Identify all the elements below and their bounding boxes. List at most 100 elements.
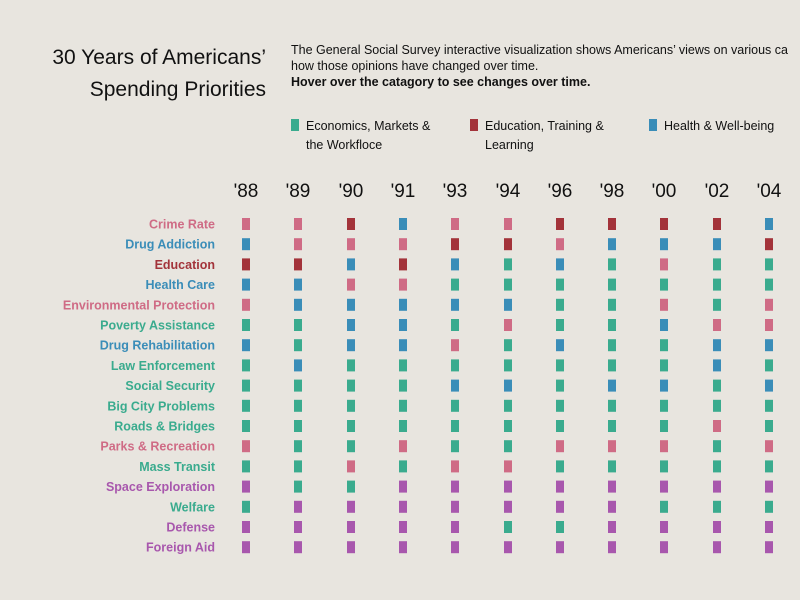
category-label[interactable]: Welfare	[170, 500, 215, 514]
grid-cell[interactable]	[242, 258, 250, 271]
grid-cell[interactable]	[660, 319, 668, 331]
category-label[interactable]: Social Security	[125, 379, 215, 393]
grid-cell[interactable]	[242, 460, 250, 473]
grid-cell[interactable]	[660, 278, 668, 291]
grid-cell[interactable]	[294, 379, 302, 392]
grid-cell[interactable]	[556, 480, 564, 493]
grid-cell[interactable]	[399, 238, 407, 251]
grid-cell[interactable]	[451, 238, 459, 251]
grid-cell[interactable]	[660, 420, 668, 432]
grid-cell[interactable]	[660, 258, 668, 271]
grid-cell[interactable]	[713, 460, 721, 473]
grid-cell[interactable]	[294, 420, 302, 432]
grid-cell[interactable]	[399, 258, 407, 271]
grid-cell[interactable]	[347, 420, 355, 432]
grid-cell[interactable]	[713, 399, 721, 412]
category-label[interactable]: Environmental Protection	[63, 298, 215, 312]
grid-cell[interactable]	[608, 298, 616, 311]
grid-cell[interactable]	[556, 238, 564, 251]
grid-cell[interactable]	[660, 379, 668, 392]
grid-cell[interactable]	[713, 278, 721, 291]
grid-cell[interactable]	[347, 319, 355, 331]
grid-cell[interactable]	[451, 278, 459, 291]
grid-cell[interactable]	[451, 480, 459, 493]
grid-cell[interactable]	[242, 480, 250, 493]
grid-cell[interactable]	[399, 521, 407, 533]
grid-cell[interactable]	[294, 359, 302, 372]
grid-cell[interactable]	[294, 440, 302, 453]
grid-cell[interactable]	[294, 319, 302, 331]
grid-cell[interactable]	[765, 440, 773, 453]
grid-cell[interactable]	[504, 238, 512, 251]
grid-cell[interactable]	[451, 379, 459, 392]
grid-cell[interactable]	[765, 521, 773, 533]
grid-cell[interactable]	[556, 359, 564, 372]
grid-cell[interactable]	[713, 359, 721, 372]
grid-cell[interactable]	[608, 379, 616, 392]
grid-cell[interactable]	[608, 480, 616, 493]
grid-cell[interactable]	[504, 541, 512, 554]
grid-cell[interactable]	[660, 500, 668, 513]
grid-cell[interactable]	[451, 500, 459, 513]
grid-cell[interactable]	[713, 319, 721, 331]
grid-cell[interactable]	[765, 278, 773, 291]
grid-cell[interactable]	[399, 460, 407, 473]
grid-cell[interactable]	[556, 460, 564, 473]
category-label[interactable]: Education	[155, 258, 215, 272]
grid-cell[interactable]	[451, 339, 459, 352]
grid-cell[interactable]	[713, 500, 721, 513]
grid-cell[interactable]	[294, 278, 302, 291]
grid-cell[interactable]	[660, 541, 668, 554]
grid-cell[interactable]	[765, 480, 773, 493]
grid-cell[interactable]	[713, 541, 721, 554]
grid-cell[interactable]	[608, 339, 616, 352]
grid-cell[interactable]	[504, 298, 512, 311]
grid-cell[interactable]	[713, 379, 721, 392]
grid-cell[interactable]	[660, 399, 668, 412]
category-label[interactable]: Drug Addiction	[125, 238, 215, 252]
grid-cell[interactable]	[713, 521, 721, 533]
grid-cell[interactable]	[242, 278, 250, 291]
grid-cell[interactable]	[242, 319, 250, 331]
grid-cell[interactable]	[713, 420, 721, 432]
grid-cell[interactable]	[504, 319, 512, 331]
grid-cell[interactable]	[608, 258, 616, 271]
grid-cell[interactable]	[347, 440, 355, 453]
grid-cell[interactable]	[713, 480, 721, 493]
grid-cell[interactable]	[765, 319, 773, 331]
grid-cell[interactable]	[399, 541, 407, 554]
grid-cell[interactable]	[765, 238, 773, 251]
grid-cell[interactable]	[608, 319, 616, 331]
grid-cell[interactable]	[608, 440, 616, 453]
grid-cell[interactable]	[765, 258, 773, 271]
grid-cell[interactable]	[504, 399, 512, 412]
grid-cell[interactable]	[451, 541, 459, 554]
grid-cell[interactable]	[294, 521, 302, 533]
grid-cell[interactable]	[608, 521, 616, 533]
grid-cell[interactable]	[765, 500, 773, 513]
grid-cell[interactable]	[347, 298, 355, 311]
grid-cell[interactable]	[347, 278, 355, 291]
grid-cell[interactable]	[294, 238, 302, 251]
grid-cell[interactable]	[765, 218, 773, 230]
grid-cell[interactable]	[660, 298, 668, 311]
grid-cell[interactable]	[504, 460, 512, 473]
grid-cell[interactable]	[660, 480, 668, 493]
category-label[interactable]: Crime Rate	[149, 218, 215, 232]
grid-cell[interactable]	[660, 440, 668, 453]
grid-cell[interactable]	[504, 480, 512, 493]
grid-cell[interactable]	[556, 521, 564, 533]
grid-cell[interactable]	[399, 278, 407, 291]
grid-cell[interactable]	[294, 258, 302, 271]
category-label[interactable]: Space Exploration	[106, 480, 215, 494]
grid-cell[interactable]	[399, 440, 407, 453]
grid-cell[interactable]	[504, 420, 512, 432]
grid-cell[interactable]	[660, 238, 668, 251]
grid-cell[interactable]	[242, 218, 250, 230]
grid-cell[interactable]	[451, 420, 459, 432]
grid-cell[interactable]	[504, 339, 512, 352]
grid-cell[interactable]	[347, 339, 355, 352]
category-label[interactable]: Drug Rehabilitation	[100, 339, 215, 353]
grid-cell[interactable]	[765, 379, 773, 392]
grid-cell[interactable]	[504, 379, 512, 392]
